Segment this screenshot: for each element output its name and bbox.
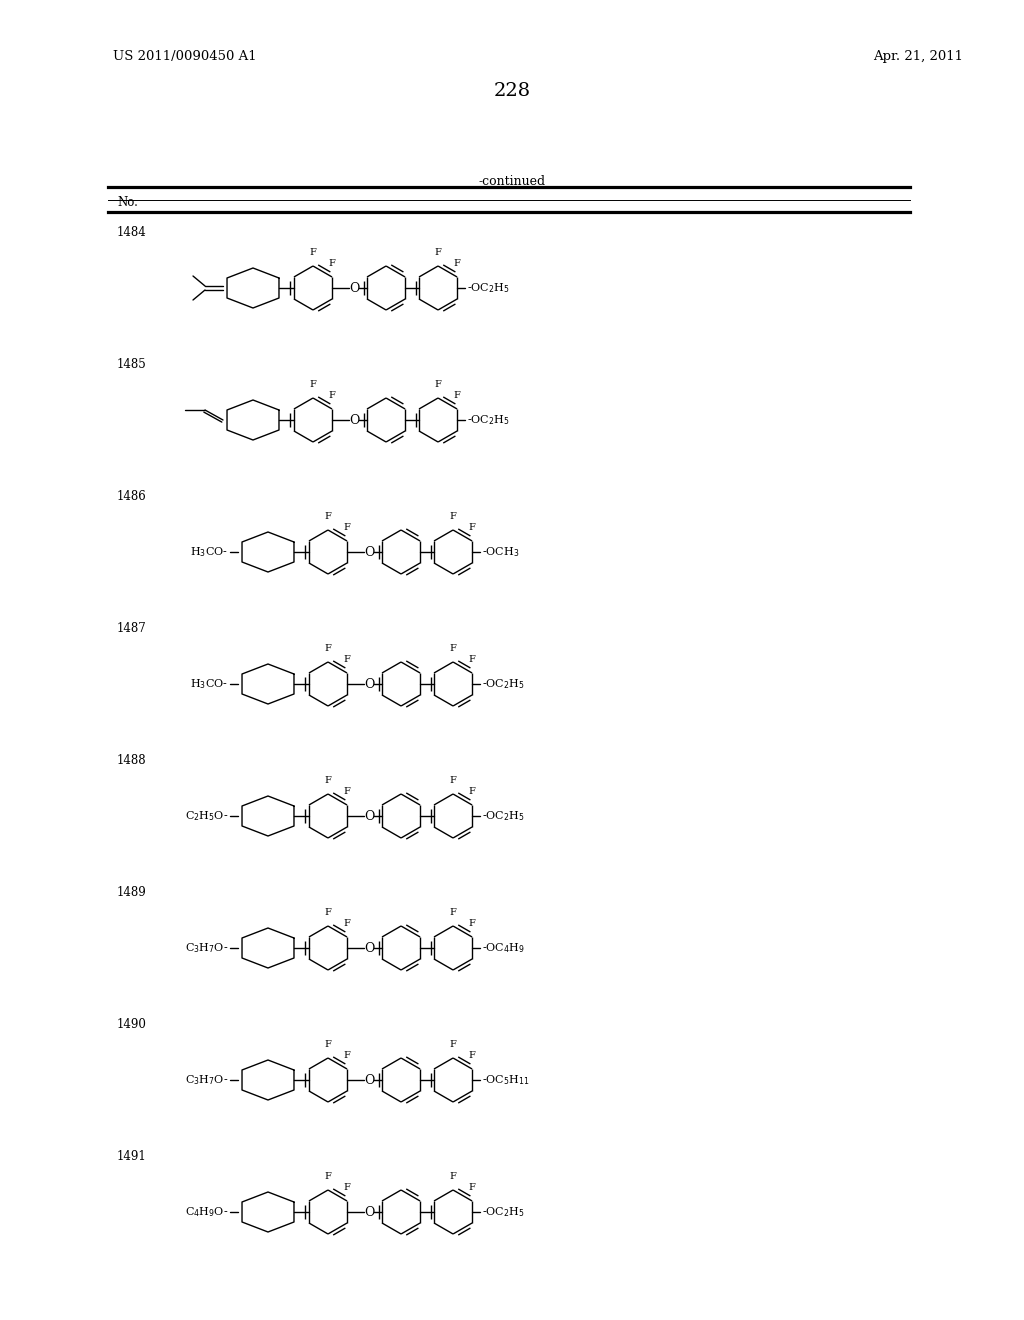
Text: F: F [469,919,475,928]
Text: -OC$_2$H$_5$: -OC$_2$H$_5$ [482,1205,525,1218]
Text: -continued: -continued [478,176,546,187]
Text: -OC$_2$H$_5$: -OC$_2$H$_5$ [467,413,510,426]
Text: 1484: 1484 [117,226,146,239]
Text: H$_3$CO-: H$_3$CO- [190,545,228,558]
Text: F: F [450,644,457,653]
Text: F: F [454,391,461,400]
Text: O: O [364,545,374,558]
Text: US 2011/0090450 A1: US 2011/0090450 A1 [113,50,257,63]
Text: -OC$_2$H$_5$: -OC$_2$H$_5$ [467,281,510,294]
Text: F: F [344,655,350,664]
Text: 1489: 1489 [117,886,146,899]
Text: O: O [364,1073,374,1086]
Text: F: F [469,1051,475,1060]
Text: F: F [325,908,332,917]
Text: F: F [325,776,332,785]
Text: -OC$_2$H$_5$: -OC$_2$H$_5$ [482,809,525,822]
Text: F: F [469,523,475,532]
Text: F: F [344,1183,350,1192]
Text: F: F [450,512,457,521]
Text: F: F [325,1172,332,1181]
Text: 1485: 1485 [117,358,146,371]
Text: No.: No. [117,195,138,209]
Text: F: F [469,1183,475,1192]
Text: F: F [450,776,457,785]
Text: F: F [450,1040,457,1049]
Text: F: F [454,259,461,268]
Text: F: F [309,380,316,389]
Text: F: F [329,259,336,268]
Text: F: F [434,380,441,389]
Text: F: F [450,908,457,917]
Text: Apr. 21, 2011: Apr. 21, 2011 [873,50,963,63]
Text: 1486: 1486 [117,490,146,503]
Text: 1491: 1491 [117,1150,146,1163]
Text: O: O [349,413,359,426]
Text: O: O [364,677,374,690]
Text: 1487: 1487 [117,622,146,635]
Text: F: F [325,1040,332,1049]
Text: F: F [344,919,350,928]
Text: F: F [325,644,332,653]
Text: O: O [364,941,374,954]
Text: C$_3$H$_7$O-: C$_3$H$_7$O- [184,941,228,954]
Text: F: F [469,787,475,796]
Text: F: F [325,512,332,521]
Text: F: F [434,248,441,257]
Text: O: O [364,1205,374,1218]
Text: -OC$_5$H$_{11}$: -OC$_5$H$_{11}$ [482,1073,529,1086]
Text: -OC$_4$H$_9$: -OC$_4$H$_9$ [482,941,525,954]
Text: 1490: 1490 [117,1018,146,1031]
Text: 1488: 1488 [117,754,146,767]
Text: F: F [450,1172,457,1181]
Text: -OCH$_3$: -OCH$_3$ [482,545,519,558]
Text: -OC$_2$H$_5$: -OC$_2$H$_5$ [482,677,525,690]
Text: 228: 228 [494,82,530,100]
Text: F: F [309,248,316,257]
Text: F: F [329,391,336,400]
Text: H$_3$CO-: H$_3$CO- [190,677,228,690]
Text: C$_2$H$_5$O-: C$_2$H$_5$O- [184,809,228,822]
Text: F: F [344,1051,350,1060]
Text: O: O [349,281,359,294]
Text: F: F [344,523,350,532]
Text: C$_4$H$_9$O-: C$_4$H$_9$O- [184,1205,228,1218]
Text: F: F [344,787,350,796]
Text: F: F [469,655,475,664]
Text: O: O [364,809,374,822]
Text: C$_3$H$_7$O-: C$_3$H$_7$O- [184,1073,228,1086]
